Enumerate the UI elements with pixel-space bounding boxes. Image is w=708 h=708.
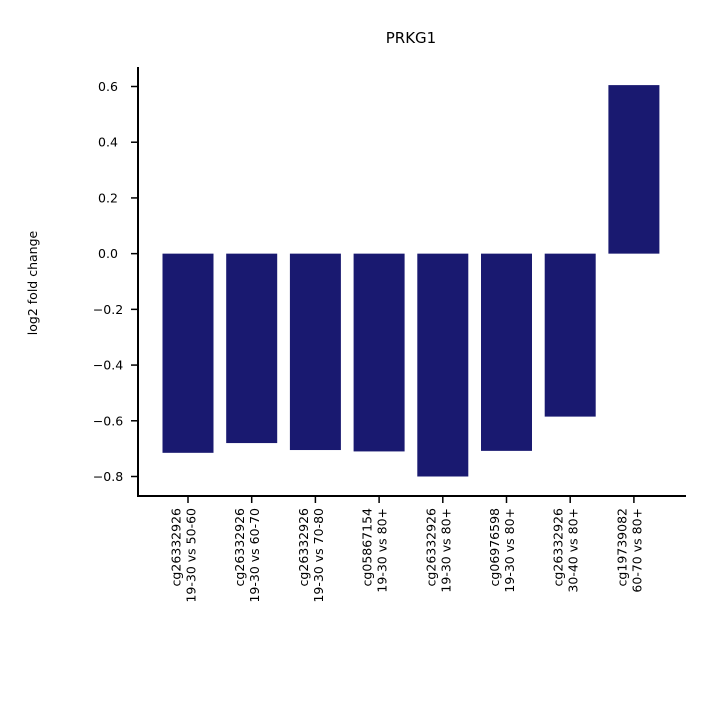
y-tick-label: 0.4 bbox=[98, 135, 118, 150]
x-tick-label: cg2633292619-30 vs 60-70 bbox=[232, 508, 262, 603]
y-tick-label: −0.6 bbox=[93, 413, 123, 428]
x-tick-label: cg1973908260-70 vs 80+ bbox=[614, 508, 644, 593]
y-axis-label: log2 fold change bbox=[25, 230, 40, 335]
bar-7 bbox=[544, 253, 596, 417]
x-tick-label-line: 19-30 vs 50-60 bbox=[184, 508, 199, 603]
chart-title: PRKG1 bbox=[386, 29, 436, 47]
y-tick-label: 0.0 bbox=[98, 246, 118, 261]
x-tick-label: cg2633292619-30 vs 50-60 bbox=[169, 508, 199, 603]
x-tick-label-line: cg05867154 bbox=[360, 508, 375, 586]
x-tick-label: cg2633292619-30 vs 80+ bbox=[423, 508, 453, 593]
x-tick-label-line: 19-30 vs 60-70 bbox=[247, 508, 262, 603]
x-tick-label: cg2633292630-40 vs 80+ bbox=[551, 508, 581, 593]
y-tick-label: −0.2 bbox=[93, 302, 123, 317]
bar-6 bbox=[481, 253, 532, 451]
bar-1 bbox=[162, 253, 214, 453]
x-tick-label-line: 19-30 vs 80+ bbox=[438, 508, 453, 593]
x-tick-label-line: 19-30 vs 70-80 bbox=[311, 508, 326, 603]
x-tick-label-line: cg06976598 bbox=[487, 508, 502, 586]
y-tick-label: 0.2 bbox=[98, 190, 118, 205]
x-tick-label: cg2633292619-30 vs 70-80 bbox=[296, 508, 326, 603]
x-tick-label-line: cg26332926 bbox=[296, 508, 311, 586]
x-tick-label-line: 60-70 vs 80+ bbox=[629, 508, 644, 593]
x-tick-label-line: cg19739082 bbox=[614, 508, 629, 586]
x-tick-label-line: cg26332926 bbox=[551, 508, 566, 586]
bars-group bbox=[162, 85, 660, 477]
bar-5 bbox=[417, 253, 469, 477]
y-tick-label: −0.4 bbox=[93, 358, 123, 373]
x-tick-label-line: 19-30 vs 80+ bbox=[375, 508, 390, 593]
y-axis-ticks: −0.8 −0.6 −0.4 −0.2 0.0 0.2 0.4 0.6 bbox=[93, 79, 138, 484]
bar-4 bbox=[353, 253, 405, 452]
x-tick-label-line: cg26332926 bbox=[169, 508, 184, 586]
bar-2 bbox=[226, 253, 278, 444]
x-tick-label-line: cg26332926 bbox=[423, 508, 438, 586]
bar-8 bbox=[608, 85, 660, 254]
x-tick-label: cg0586715419-30 vs 80+ bbox=[360, 508, 390, 593]
x-tick-label: cg0697659819-30 vs 80+ bbox=[487, 508, 517, 593]
bar-3 bbox=[289, 253, 341, 451]
x-tick-label-line: 30-40 vs 80+ bbox=[566, 508, 581, 593]
y-tick-label: 0.6 bbox=[98, 79, 118, 94]
x-axis-ticks: cg2633292619-30 vs 50-60 cg2633292619-30 … bbox=[169, 496, 644, 603]
x-tick-label-line: cg26332926 bbox=[232, 508, 247, 586]
y-tick-label: −0.8 bbox=[93, 469, 123, 484]
x-tick-label-line: 19-30 vs 80+ bbox=[502, 508, 517, 593]
